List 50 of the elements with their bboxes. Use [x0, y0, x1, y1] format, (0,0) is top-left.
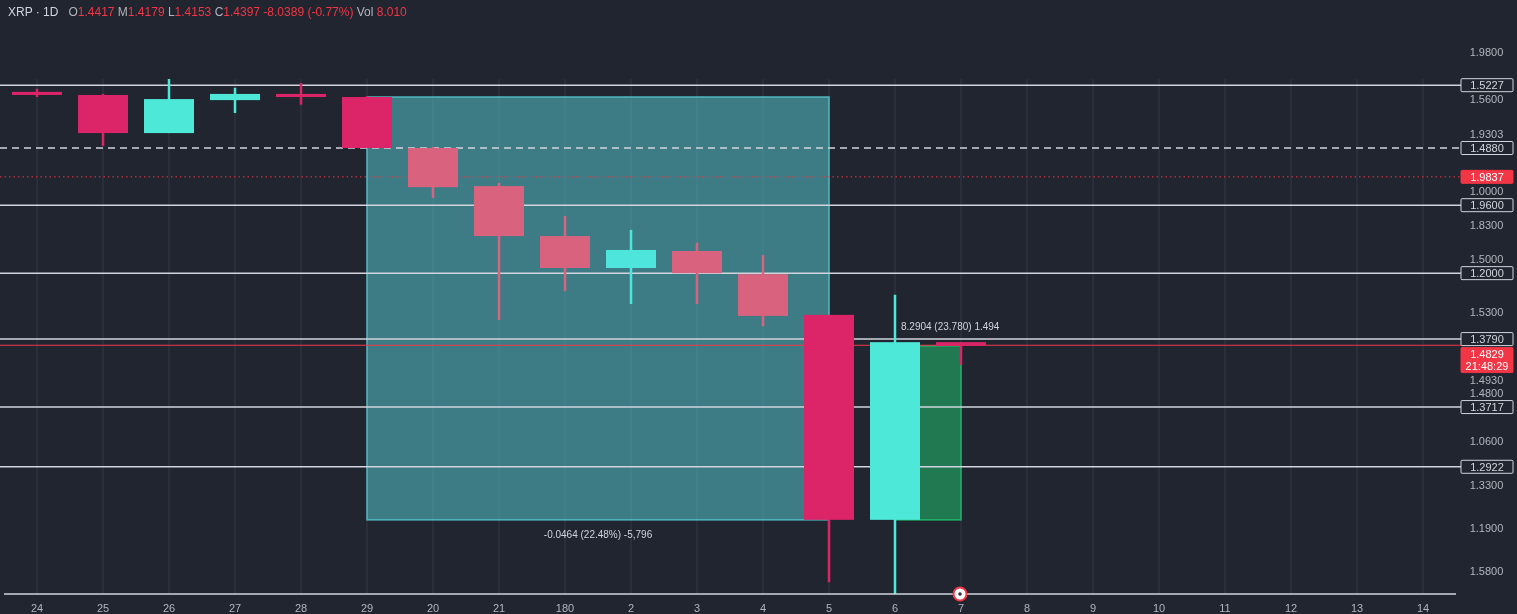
x-tick-label: 24	[30, 601, 44, 614]
x-tick-label: 10	[1152, 601, 1166, 614]
text: 1.5600	[1469, 93, 1504, 106]
text: 1.2922	[1470, 460, 1504, 473]
text: 1.5000	[1469, 253, 1504, 266]
x-tick-label: 12	[1284, 601, 1298, 614]
text: 1.4800	[1469, 387, 1504, 400]
x-tick-label: 6	[891, 601, 899, 614]
chart-title: XRP · 1D	[8, 5, 59, 19]
text: 1.9800	[1469, 46, 1504, 58]
x-tick-label: 21	[492, 601, 506, 614]
text: 1.5227	[1470, 79, 1504, 92]
x-tick-label: 13	[1350, 601, 1364, 614]
text: 1.0600	[1469, 435, 1504, 448]
text: O1.4417 M1.4179 L1.4153 C1.4397 -8.0389 (-0.77%) Vol 8.010	[68, 5, 407, 19]
text: 1.2000	[1470, 267, 1504, 280]
x-tick-label: 26	[162, 601, 176, 614]
text: 1.3717	[1470, 401, 1504, 414]
x-tick-label: 7	[957, 601, 965, 614]
text: 1.3790	[1470, 333, 1504, 346]
x-tick-label: 180	[555, 601, 575, 614]
band-label: 8.2904 (23.780) 1.494	[901, 320, 1000, 332]
x-tick-label: 11	[1219, 601, 1231, 614]
x-tick-label: 4	[759, 601, 767, 614]
x-tick-label: 27	[228, 601, 242, 614]
x-tick-label: 28	[294, 601, 308, 614]
text: 1.5300	[1469, 305, 1504, 318]
text: 1.3300	[1469, 478, 1504, 491]
text: 1.9600	[1470, 199, 1504, 212]
x-tick-label: 25	[96, 601, 110, 614]
text: 1.9303	[1469, 128, 1504, 141]
text: 1.9837	[1470, 170, 1504, 183]
x-tick-label: 8	[1023, 601, 1031, 614]
text: 1.5800	[1469, 565, 1504, 577]
text: 1.8300	[1469, 219, 1504, 231]
x-tick-label: 2	[627, 601, 635, 614]
text: 1.4829 21:48:29	[1465, 348, 1509, 373]
x-tick-label: 5	[825, 601, 833, 614]
x-tick-label: 20	[426, 601, 440, 614]
x-tick-label: 14	[1416, 601, 1430, 614]
text: 1.4880	[1470, 142, 1504, 155]
x-tick-label: 9	[1089, 601, 1097, 614]
x-tick-label: 29	[360, 601, 374, 614]
candlestick	[276, 81, 326, 106]
x-tick-label: 3	[693, 601, 701, 614]
text: 1.4930	[1469, 374, 1504, 387]
text: 1.1900	[1469, 521, 1504, 534]
text: 1.0000	[1469, 184, 1504, 197]
candlestick	[210, 86, 260, 115]
band-label: -0.0464 (22.48%) -5,796	[543, 528, 653, 540]
